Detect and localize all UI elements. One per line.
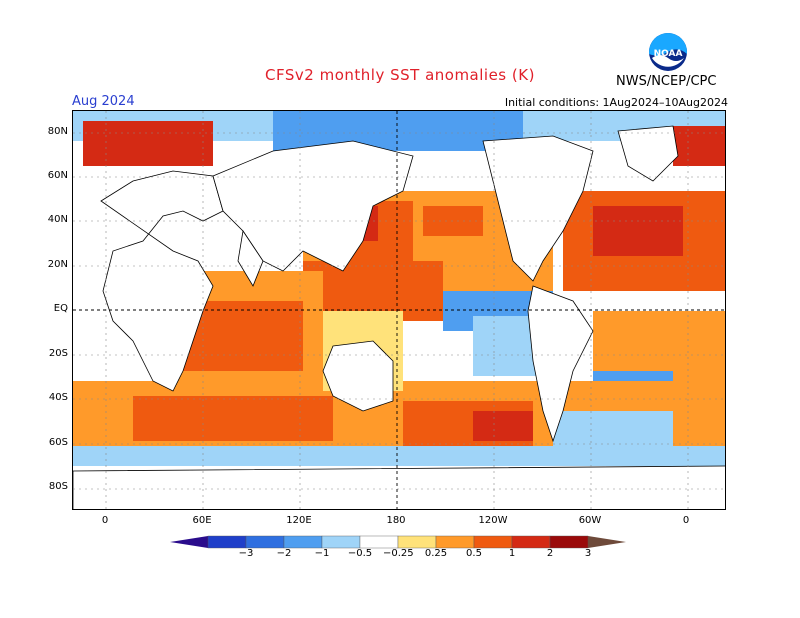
lat-label: 40S (48, 392, 68, 403)
colorbar-label: 0.5 (466, 548, 482, 559)
colorbar-swatch (511, 535, 551, 549)
lat-label: 60N (47, 170, 68, 181)
reference-lines (73, 111, 725, 509)
lat-label: 20N (47, 259, 68, 270)
agency-label: NWS/NCEP/CPC (616, 74, 717, 89)
colorbar-label: −0.25 (383, 548, 414, 559)
lat-label: 20S (48, 348, 68, 359)
colorbar-label: 1 (508, 548, 516, 559)
map-title: CFSv2 monthly SST anomalies (K) (265, 66, 535, 84)
lat-label: 40N (47, 214, 68, 225)
lat-label: 60S (48, 437, 68, 448)
colorbar-swatch (207, 535, 247, 549)
lon-label: 60E (192, 515, 212, 526)
lat-label: 80S (48, 481, 68, 492)
lon-label: 0 (682, 515, 690, 526)
colorbar-swatch (359, 535, 399, 549)
noaa-logo-icon: NOAA (649, 33, 687, 71)
colorbar-label: 3 (584, 548, 592, 559)
colorbar-swatch (549, 535, 589, 549)
land-masses (73, 125, 725, 509)
colorbar-swatch (321, 535, 361, 549)
initial-conditions: Initial conditions: 1Aug2024–10Aug2024 (504, 96, 728, 109)
colorbar-label: −3 (238, 548, 254, 559)
colorbar-label: 2 (546, 548, 554, 559)
colorbar-swatch (473, 535, 513, 549)
forecast-month: Aug 2024 (72, 94, 135, 109)
colorbar-swatch (245, 535, 285, 549)
colorbar-label: −2 (276, 548, 292, 559)
colorbar-swatch (435, 535, 475, 549)
lon-label: 180 (386, 515, 406, 526)
lon-label: 60W (578, 515, 602, 526)
colorbar-label: 0.25 (424, 548, 448, 559)
lon-label: 0 (101, 515, 109, 526)
colorbar-swatch (170, 536, 208, 548)
noaa-logo-text: NOAA (654, 49, 683, 59)
colorbar-swatch (397, 535, 437, 549)
lat-label: 80N (47, 126, 68, 137)
colorbar-label: −0.5 (347, 548, 373, 559)
colorbar-swatch (588, 536, 626, 548)
lon-label: 120E (286, 515, 312, 526)
grid-lines (73, 111, 725, 509)
sst-anomaly-map (72, 110, 726, 510)
lon-label: 120W (478, 515, 508, 526)
lat-label: EQ (53, 303, 68, 314)
colorbar-label: −1 (314, 548, 330, 559)
colorbar (170, 535, 626, 549)
colorbar-swatch (283, 535, 323, 549)
